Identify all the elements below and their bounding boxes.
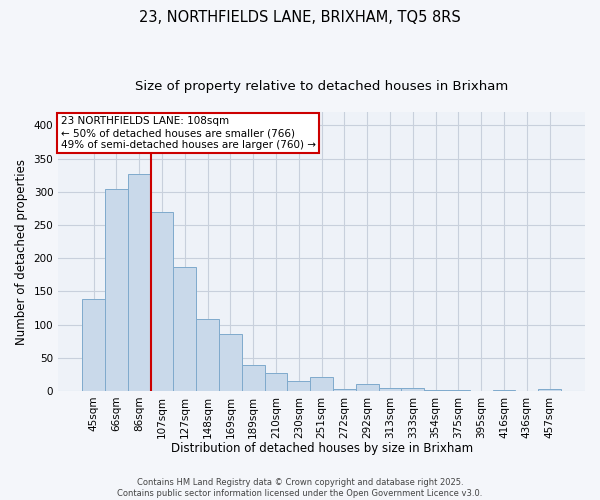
- Text: Contains HM Land Registry data © Crown copyright and database right 2025.
Contai: Contains HM Land Registry data © Crown c…: [118, 478, 482, 498]
- Bar: [219, 334, 242, 391]
- Bar: [196, 319, 219, 391]
- Bar: [310, 377, 333, 391]
- Bar: [128, 174, 151, 391]
- Bar: [538, 389, 561, 391]
- Bar: [379, 388, 401, 391]
- Bar: [173, 268, 196, 391]
- Bar: [265, 373, 287, 391]
- Bar: [401, 388, 424, 391]
- Y-axis label: Number of detached properties: Number of detached properties: [15, 158, 28, 344]
- Title: Size of property relative to detached houses in Brixham: Size of property relative to detached ho…: [135, 80, 508, 93]
- Bar: [493, 390, 515, 391]
- Bar: [151, 212, 173, 391]
- Bar: [242, 365, 265, 391]
- Bar: [333, 389, 356, 391]
- Text: 23 NORTHFIELDS LANE: 108sqm
← 50% of detached houses are smaller (766)
49% of se: 23 NORTHFIELDS LANE: 108sqm ← 50% of det…: [61, 116, 316, 150]
- Bar: [424, 390, 447, 391]
- Text: 23, NORTHFIELDS LANE, BRIXHAM, TQ5 8RS: 23, NORTHFIELDS LANE, BRIXHAM, TQ5 8RS: [139, 10, 461, 25]
- Bar: [287, 381, 310, 391]
- Bar: [356, 384, 379, 391]
- Bar: [105, 188, 128, 391]
- Bar: [82, 300, 105, 391]
- X-axis label: Distribution of detached houses by size in Brixham: Distribution of detached houses by size …: [170, 442, 473, 455]
- Bar: [447, 390, 470, 391]
